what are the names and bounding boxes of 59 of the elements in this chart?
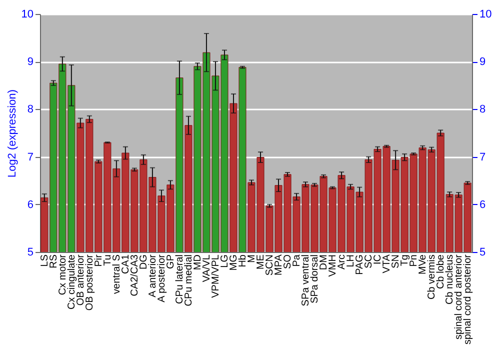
x-tick-label: Cx cingulate [66, 254, 78, 310]
y2-tick-label: 9 [480, 56, 486, 68]
x-tick-label: SPa dorsal [310, 254, 321, 304]
x-tick-label: CA2/CA3 [129, 254, 140, 296]
x-tick-label: A anterior [147, 254, 158, 298]
x-tick-label: MG [228, 254, 240, 271]
x-tick-label: Arc [336, 254, 348, 270]
x-tick-label: ME [256, 254, 266, 270]
x-tick-label: spinal cord anterior [454, 254, 465, 340]
x-tick-label: OB anterior [75, 254, 86, 306]
y-tick-label: 10 [21, 8, 34, 20]
x-tick-label: RS [48, 254, 60, 268]
x-tick-label: spinal cord posterior [462, 254, 474, 345]
x-tick-label: SCN [264, 254, 276, 276]
x-tick-label: MVe [418, 254, 429, 275]
x-tick-label: LG [219, 254, 230, 268]
x-tick-label: Pa [292, 254, 303, 267]
y-tick-label: 7 [27, 151, 34, 164]
y2-tick-label: 5 [480, 246, 486, 258]
x-tick-label: IC [372, 254, 384, 264]
y2-tick-label: 6 [480, 198, 486, 211]
x-tick-label: GP [165, 254, 176, 269]
x-tick-label: LS [39, 254, 50, 267]
x-tick-label: Hb [237, 254, 248, 268]
x-tick-label: DG [138, 254, 150, 270]
x-tick-label: A posterior [156, 254, 168, 302]
x-tick-label: DM [318, 254, 330, 270]
x-tick-label: VPM/VPL [210, 254, 222, 298]
y-tick-label: 9 [27, 56, 34, 68]
x-tick-label: Cx motor [57, 254, 68, 296]
x-tick-label: MPA [274, 254, 285, 276]
x-tick-label: Pn [408, 254, 420, 267]
x-tick-label: VA/VL [201, 254, 212, 282]
x-tick-label: VMH [328, 254, 339, 277]
x-tick-label: SC [364, 254, 375, 268]
x-tick-label: CA1 [120, 254, 132, 274]
y-tick-label: 8 [27, 104, 34, 116]
y2-tick-label: 8 [480, 104, 486, 116]
x-tick-label: SO [282, 254, 294, 269]
y-axis-title: Log2 (expression) [6, 89, 18, 178]
x-tick-label: PAG [354, 254, 366, 275]
x-tick-label: OB posterior [84, 254, 96, 311]
y-tick-label: 6 [27, 198, 34, 211]
x-tick-label: LH [346, 254, 357, 268]
x-tick-label: Cb nucleus [444, 254, 456, 305]
x-tick-label: Pir [93, 254, 104, 267]
x-tick-label: VTA [382, 254, 393, 274]
x-tick-label: Tg [400, 254, 411, 266]
x-tick-label: SN [390, 254, 402, 268]
x-tick-label: Cb lobe [436, 254, 447, 289]
x-tick-label: Tu [102, 254, 114, 266]
y-tick-label: 5 [27, 246, 34, 258]
x-tick-label: ventral S [111, 254, 122, 294]
x-tick-label: MD [192, 254, 204, 270]
y2-tick-label: 10 [480, 8, 492, 20]
x-tick-label: CPu lateral [174, 254, 186, 304]
x-tick-label: CPu medial [183, 254, 194, 306]
x-tick-label: M [246, 254, 258, 263]
y2-tick-label: 7 [480, 151, 486, 164]
